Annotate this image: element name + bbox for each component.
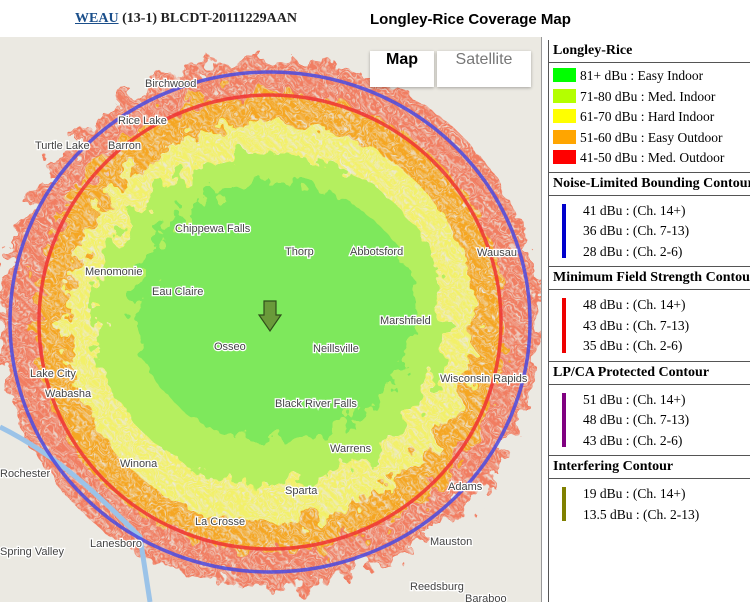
place: Turtle Lake: [35, 140, 90, 152]
legend-section-title: Longley-Rice: [549, 40, 750, 63]
contour-label: 28 dBu : (Ch. 2-6): [583, 243, 683, 259]
contour-label: 19 dBu : (Ch. 14+): [583, 486, 686, 501]
contour-label: 41 dBu : (Ch. 14+): [583, 202, 686, 218]
place: Rice Lake: [118, 115, 167, 127]
title: Longley-Rice Coverage Map: [370, 11, 571, 28]
contour-line: [562, 392, 566, 447]
place: Rochester: [0, 468, 50, 480]
place: Wausau: [477, 247, 517, 259]
contour-group: 51 dBu : (Ch. 14+) 48 dBu : (Ch. 7-13) 43 …: [549, 385, 750, 456]
header: WEAU (13-1) BLCDT-20111229AAN: [75, 11, 297, 27]
coverage-label: 81+ dBu : Easy Indoor: [580, 68, 704, 83]
place: Wabasha: [45, 388, 92, 400]
coverage-label: 71-80 dBu : Med. Indoor: [580, 88, 716, 104]
coverage-row: 71-80 dBu : Med. Indoor: [549, 87, 750, 108]
place-labels: Birchwood Rice Lake Turtle Lake Barron C…: [0, 77, 529, 602]
satellite-button[interactable]: Satellite: [437, 51, 531, 87]
place: Neillsville: [313, 343, 359, 355]
coverage-group: 81+ dBu : Easy Indoor 71-80 dBu : Med. In…: [549, 63, 750, 172]
place: Birchwood: [145, 78, 196, 90]
contour-line: [562, 298, 566, 353]
legend-section-title: Noise-Limited Bounding Contour: [549, 171, 750, 196]
contour-label: 35 dBu : (Ch. 2-6): [583, 338, 683, 353]
place: Lake City: [30, 368, 76, 380]
place: Sparta: [285, 485, 318, 497]
swatch: [553, 68, 576, 82]
contour-label: 13.5 dBu : (Ch. 2-13): [583, 506, 700, 522]
transmitter: [257, 300, 283, 333]
place: Winona: [120, 458, 158, 470]
station-info: (13-1) BLCDT-20111229AAN: [122, 11, 297, 26]
contour-line: [562, 487, 566, 521]
contour-group: 41 dBu : (Ch. 14+) 36 dBu : (Ch. 7-13) 28 …: [549, 196, 750, 267]
contour-line: [562, 203, 566, 258]
contour-group: 19 dBu : (Ch. 14+) 13.5 dBu : (Ch. 2-13): [549, 479, 750, 529]
coverage-label: 51-60 dBu : Easy Outdoor: [580, 129, 723, 145]
map-button[interactable]: Map: [370, 51, 434, 87]
place: Mauston: [430, 536, 472, 548]
place: Baraboo: [465, 593, 507, 602]
legend-section-title: Interfering Contour: [549, 455, 750, 479]
place: Abbotsford: [350, 246, 403, 258]
coverage-row: 51-60 dBu : Easy Outdoor: [549, 128, 750, 149]
contour-label: 36 dBu : (Ch. 7-13): [583, 223, 690, 238]
legend: Longley-Rice 81+ dBu : Easy Indoor 71-80 d…: [548, 40, 750, 602]
legend-section-title: LP/CA Protected Contour: [549, 360, 750, 385]
contour-label: 43 dBu : (Ch. 7-13): [583, 317, 690, 333]
place: Marshfield: [380, 315, 431, 327]
coverage-label: 41-50 dBu : Med. Outdoor: [580, 150, 725, 165]
place: Eau Claire: [152, 286, 203, 298]
coverage-label: 61-70 dBu : Hard Indoor: [580, 109, 715, 124]
contour-label: 48 dBu : (Ch. 7-13): [583, 412, 690, 427]
place: Thorp: [285, 246, 314, 258]
place: Warrens: [330, 443, 372, 455]
place: Barron: [108, 140, 141, 152]
contour-label: 43 dBu : (Ch. 2-6): [583, 432, 683, 448]
coverage-row: 81+ dBu : Easy Indoor: [549, 66, 750, 87]
place: Adams: [448, 481, 483, 493]
contour-group: 48 dBu : (Ch. 14+) 43 dBu : (Ch. 7-13) 35 …: [549, 290, 750, 361]
place: Black River Falls: [275, 398, 357, 410]
coverage-row: 41-50 dBu : Med. Outdoor: [549, 148, 750, 169]
place: Menomonie: [85, 266, 142, 278]
map: Birchwood Rice Lake Turtle Lake Barron C…: [0, 37, 542, 602]
map-canvas: Birchwood Rice Lake Turtle Lake Barron C…: [0, 37, 541, 602]
swatch: [553, 88, 576, 103]
contour-label: 48 dBu : (Ch. 14+): [583, 297, 686, 312]
place: Chippewa Falls: [175, 223, 251, 235]
place: Spring Valley: [0, 546, 64, 558]
place: La Crosse: [195, 516, 245, 528]
swatch: [553, 109, 576, 123]
coverage-row: 61-70 dBu : Hard Indoor: [549, 107, 750, 128]
swatch: [553, 129, 576, 144]
place: Lanesboro: [90, 538, 142, 550]
place: Reedsburg: [410, 581, 464, 593]
legend-section-title: Minimum Field Strength Contour: [549, 266, 750, 290]
swatch: [553, 150, 576, 164]
place: Wisconsin Rapids: [440, 373, 528, 385]
station-link[interactable]: WEAU: [75, 11, 119, 26]
contour-label: 51 dBu : (Ch. 14+): [583, 391, 686, 407]
place: Osseo: [214, 341, 246, 353]
